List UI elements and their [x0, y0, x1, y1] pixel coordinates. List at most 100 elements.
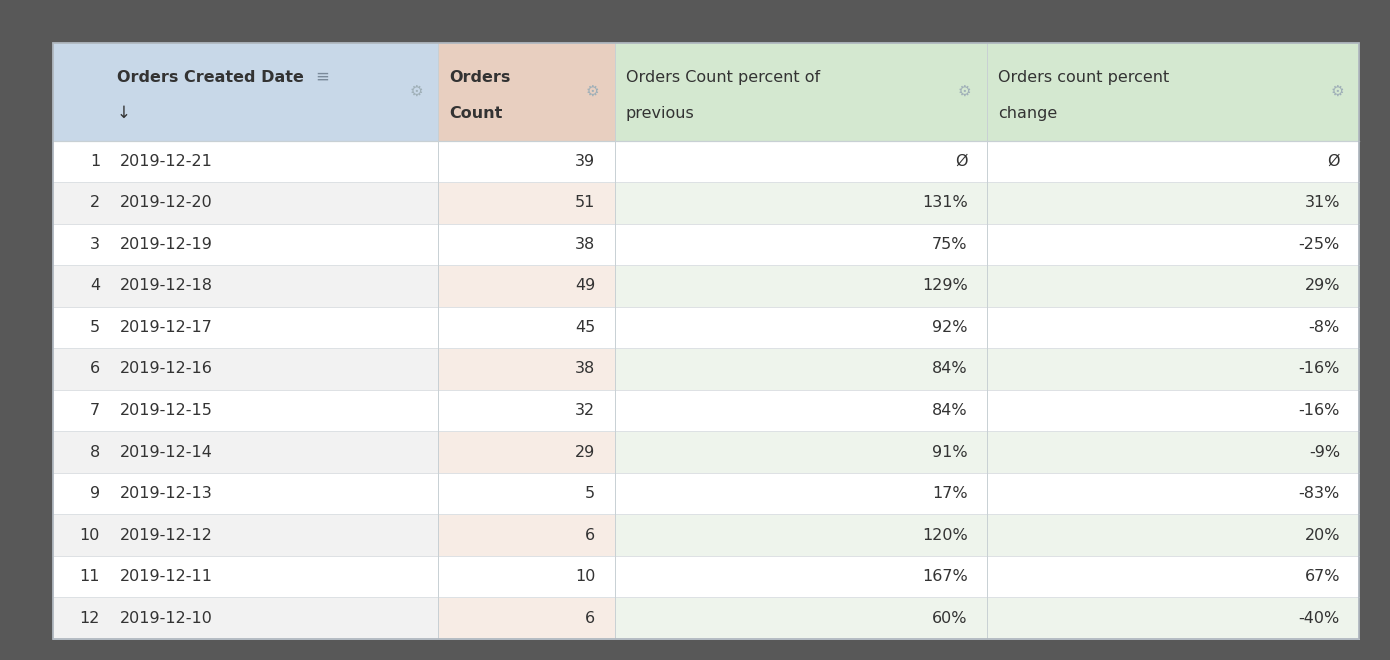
Text: 167%: 167% [922, 569, 967, 584]
Text: -8%: -8% [1309, 320, 1340, 335]
Text: 31%: 31% [1304, 195, 1340, 211]
Text: 2019-12-10: 2019-12-10 [120, 610, 213, 626]
Bar [438, 389, 614, 431]
Bar [438, 473, 614, 514]
Text: 67%: 67% [1304, 569, 1340, 584]
Bar [53, 182, 438, 224]
Bar [53, 265, 438, 307]
Bar [614, 473, 987, 514]
Text: 84%: 84% [931, 362, 967, 376]
Bar [987, 556, 1359, 597]
Text: 9: 9 [90, 486, 100, 501]
Text: Orders count percent: Orders count percent [998, 69, 1169, 84]
Bar [53, 43, 438, 141]
Bar [987, 224, 1359, 265]
Bar [438, 431, 614, 473]
Bar [438, 141, 614, 182]
Text: 91%: 91% [931, 445, 967, 459]
Text: 45: 45 [575, 320, 595, 335]
Text: 2019-12-20: 2019-12-20 [120, 195, 213, 211]
Bar [53, 348, 438, 389]
Text: ≡: ≡ [316, 68, 329, 86]
Text: ⚙: ⚙ [585, 84, 599, 99]
Text: change: change [998, 106, 1058, 121]
Bar [438, 348, 614, 389]
Text: 84%: 84% [931, 403, 967, 418]
Bar [614, 224, 987, 265]
Text: 5: 5 [585, 486, 595, 501]
Bar [53, 514, 438, 556]
Bar [438, 43, 614, 141]
Bar [614, 43, 987, 141]
Text: ⚙: ⚙ [1330, 84, 1344, 99]
Text: 11: 11 [79, 569, 100, 584]
Text: 4: 4 [90, 279, 100, 294]
Text: 2: 2 [90, 195, 100, 211]
Text: 2019-12-17: 2019-12-17 [120, 320, 213, 335]
Bar [614, 431, 987, 473]
Bar [614, 514, 987, 556]
Text: 7: 7 [90, 403, 100, 418]
Bar [614, 389, 987, 431]
Bar [987, 473, 1359, 514]
Bar [987, 307, 1359, 348]
Bar [53, 141, 438, 182]
Bar [53, 473, 438, 514]
Text: 29: 29 [575, 445, 595, 459]
Bar [614, 597, 987, 639]
Text: 2019-12-11: 2019-12-11 [120, 569, 213, 584]
Bar [53, 597, 438, 639]
Bar [53, 389, 438, 431]
Text: 60%: 60% [933, 610, 967, 626]
Text: 2019-12-13: 2019-12-13 [120, 486, 213, 501]
Text: 10: 10 [79, 527, 100, 543]
Text: 49: 49 [575, 279, 595, 294]
Text: 20%: 20% [1304, 527, 1340, 543]
Text: 2019-12-14: 2019-12-14 [120, 445, 213, 459]
Text: 39: 39 [575, 154, 595, 169]
Text: Ø: Ø [1327, 154, 1340, 169]
Text: previous: previous [626, 106, 695, 121]
Text: 1: 1 [90, 154, 100, 169]
Bar [53, 556, 438, 597]
Text: ⚙: ⚙ [958, 84, 972, 99]
Text: 75%: 75% [933, 237, 967, 252]
Text: 8: 8 [90, 445, 100, 459]
Text: 129%: 129% [922, 279, 967, 294]
Text: -40%: -40% [1298, 610, 1340, 626]
Bar [987, 431, 1359, 473]
Bar [614, 265, 987, 307]
Bar [438, 514, 614, 556]
Text: -16%: -16% [1298, 362, 1340, 376]
Text: 17%: 17% [931, 486, 967, 501]
Text: ↓: ↓ [117, 104, 131, 122]
Text: -9%: -9% [1309, 445, 1340, 459]
Bar [987, 141, 1359, 182]
Text: 2019-12-12: 2019-12-12 [120, 527, 213, 543]
Text: 6: 6 [90, 362, 100, 376]
Text: -83%: -83% [1298, 486, 1340, 501]
Text: 3: 3 [90, 237, 100, 252]
Text: -16%: -16% [1298, 403, 1340, 418]
Bar [987, 348, 1359, 389]
Bar [614, 141, 987, 182]
Text: 2019-12-15: 2019-12-15 [120, 403, 213, 418]
Text: 38: 38 [575, 362, 595, 376]
Text: 38: 38 [575, 237, 595, 252]
Text: 2019-12-21: 2019-12-21 [120, 154, 213, 169]
Bar [53, 431, 438, 473]
Bar [438, 265, 614, 307]
Bar [987, 43, 1359, 141]
Text: 10: 10 [575, 569, 595, 584]
Text: 2019-12-18: 2019-12-18 [120, 279, 213, 294]
Bar [614, 556, 987, 597]
Bar [987, 597, 1359, 639]
Bar [53, 224, 438, 265]
Bar [53, 307, 438, 348]
Bar [438, 597, 614, 639]
Text: Orders: Orders [449, 69, 510, 84]
Text: 6: 6 [585, 610, 595, 626]
Bar [614, 182, 987, 224]
Text: Ø: Ø [955, 154, 967, 169]
Text: 131%: 131% [922, 195, 967, 211]
